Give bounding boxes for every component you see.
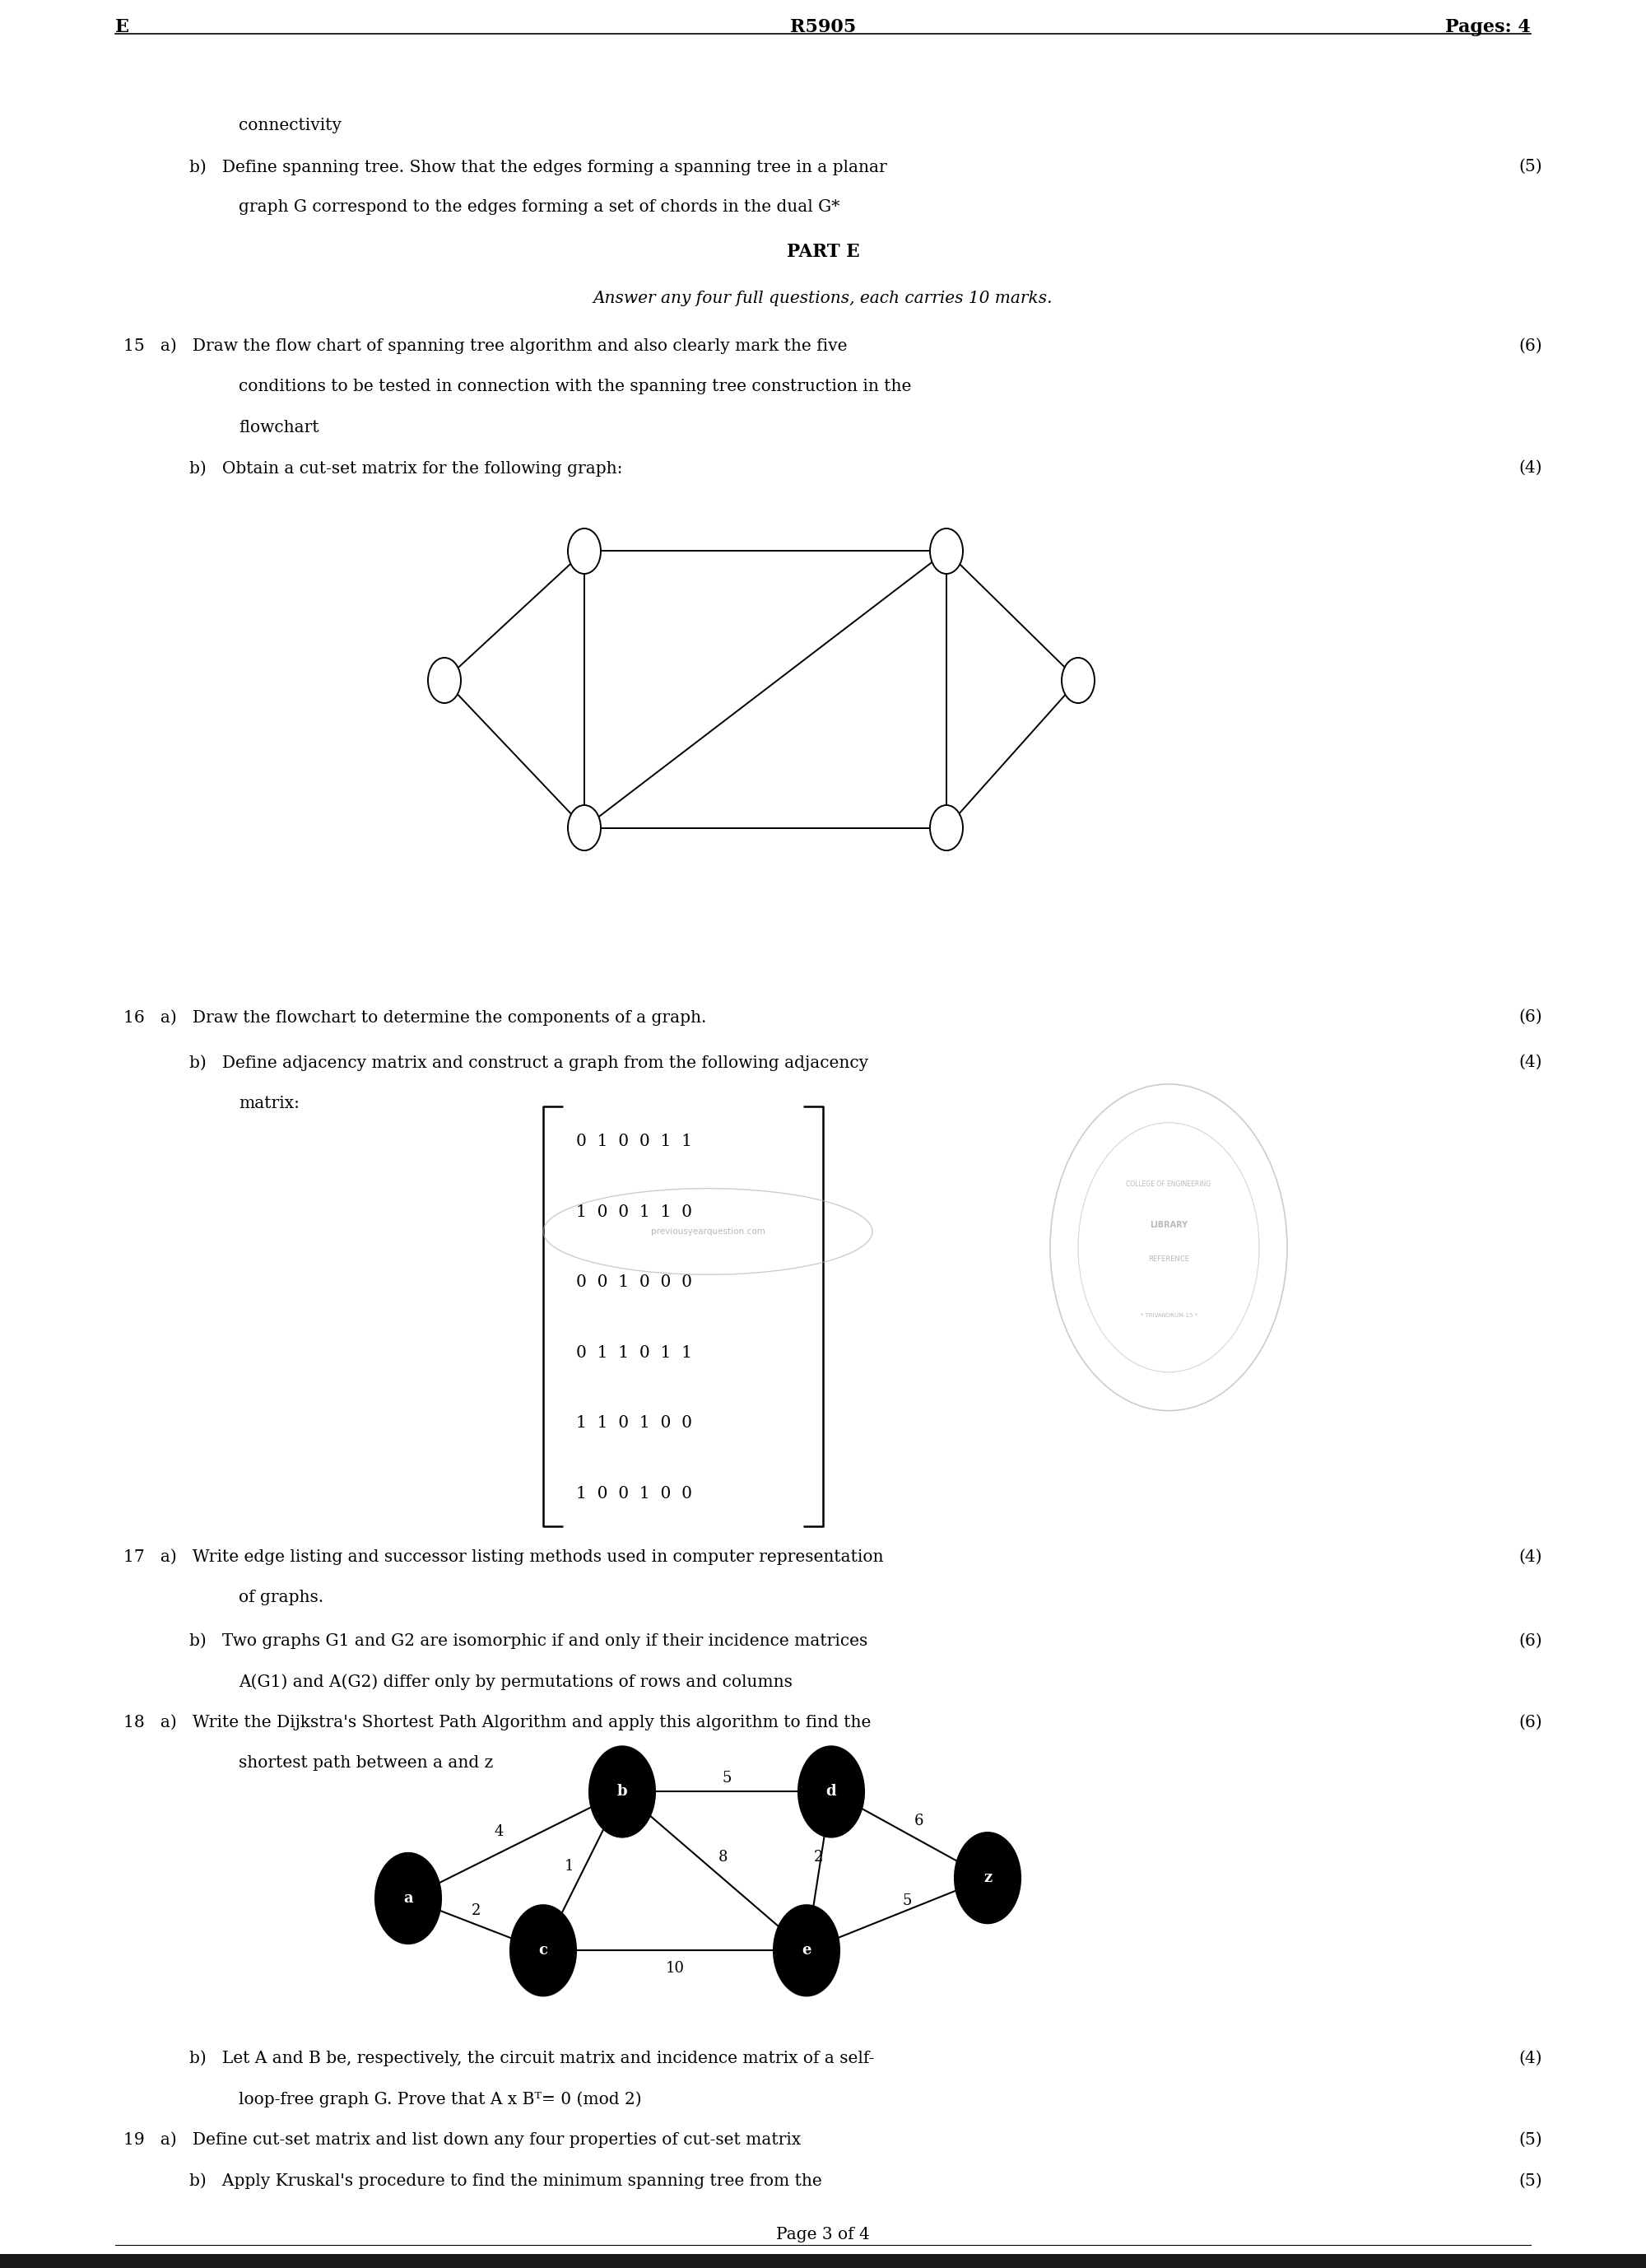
Text: b)   Apply Kruskal's procedure to find the minimum spanning tree from the: b) Apply Kruskal's procedure to find the… (189, 2173, 821, 2189)
Text: b)   Let A and B be, respectively, the circuit matrix and incidence matrix of a : b) Let A and B be, respectively, the cir… (189, 2050, 874, 2066)
Text: Pages: 4: Pages: 4 (1445, 18, 1531, 36)
Text: a: a (403, 1892, 413, 1905)
Text: connectivity: connectivity (239, 118, 342, 134)
Text: COLLEGE OF ENGINEERING: COLLEGE OF ENGINEERING (1126, 1179, 1211, 1188)
Circle shape (568, 528, 601, 574)
Text: (6): (6) (1519, 1009, 1542, 1025)
Text: 4: 4 (494, 1823, 504, 1839)
Text: (5): (5) (1519, 2132, 1542, 2148)
Text: LIBRARY: LIBRARY (1149, 1220, 1188, 1229)
Text: * TRIVANDRUM-15 *: * TRIVANDRUM-15 * (1141, 1313, 1197, 1318)
Text: flowchart: flowchart (239, 420, 319, 435)
Text: 1  0  0  1  1  0: 1 0 0 1 1 0 (576, 1204, 693, 1220)
Text: 2: 2 (815, 1851, 823, 1864)
Text: 15   a)   Draw the flow chart of spanning tree algorithm and also clearly mark t: 15 a) Draw the flow chart of spanning tr… (123, 338, 848, 354)
Circle shape (589, 1746, 655, 1837)
Text: Page 3 of 4: Page 3 of 4 (777, 2227, 869, 2243)
Text: PART E: PART E (787, 243, 859, 261)
Text: loop-free graph G. Prove that A x Bᵀ= 0 (mod 2): loop-free graph G. Prove that A x Bᵀ= 0 … (239, 2091, 642, 2107)
Text: (6): (6) (1519, 1633, 1542, 1649)
Text: REFERENCE: REFERENCE (1149, 1254, 1188, 1263)
Text: b: b (617, 1785, 627, 1799)
Circle shape (428, 658, 461, 703)
Text: R5905: R5905 (790, 18, 856, 36)
Circle shape (1062, 658, 1095, 703)
Text: E: E (115, 18, 128, 36)
Text: matrix:: matrix: (239, 1095, 300, 1111)
Text: (4): (4) (1519, 1055, 1542, 1070)
Text: 0  1  1  0  1  1: 0 1 1 0 1 1 (576, 1345, 693, 1361)
Text: 16   a)   Draw the flowchart to determine the components of a graph.: 16 a) Draw the flowchart to determine th… (123, 1009, 706, 1025)
Circle shape (798, 1746, 864, 1837)
Text: 5: 5 (902, 1894, 912, 1907)
Text: b)   Define spanning tree. Show that the edges forming a spanning tree in a plan: b) Define spanning tree. Show that the e… (189, 159, 887, 175)
FancyBboxPatch shape (0, 2254, 1646, 2268)
Text: d: d (826, 1785, 836, 1799)
Text: 0  0  1  0  0  0: 0 0 1 0 0 0 (576, 1275, 693, 1290)
Text: (5): (5) (1519, 2173, 1542, 2189)
Text: (5): (5) (1519, 159, 1542, 175)
Circle shape (955, 1833, 1021, 1923)
Text: c: c (538, 1944, 548, 1957)
Text: 1: 1 (565, 1860, 574, 1873)
Text: b)   Two graphs G1 and G2 are isomorphic if and only if their incidence matrices: b) Two graphs G1 and G2 are isomorphic i… (189, 1633, 867, 1649)
Circle shape (930, 805, 963, 850)
Text: 8: 8 (718, 1851, 728, 1864)
Circle shape (568, 805, 601, 850)
Text: previousyearquestion.com: previousyearquestion.com (650, 1227, 765, 1236)
Text: A(G1) and A(G2) differ only by permutations of rows and columns: A(G1) and A(G2) differ only by permutati… (239, 1674, 792, 1690)
Text: (6): (6) (1519, 1715, 1542, 1730)
Text: b)   Obtain a cut-set matrix for the following graph:: b) Obtain a cut-set matrix for the follo… (189, 460, 622, 476)
Text: of graphs.: of graphs. (239, 1590, 324, 1606)
Text: e: e (802, 1944, 811, 1957)
Text: shortest path between a and z: shortest path between a and z (239, 1755, 494, 1771)
Text: (4): (4) (1519, 2050, 1542, 2066)
Text: graph G correspond to the edges forming a set of chords in the dual G*: graph G correspond to the edges forming … (239, 200, 839, 215)
Text: 5: 5 (723, 1771, 731, 1785)
Circle shape (375, 1853, 441, 1944)
Text: 0  1  0  0  1  1: 0 1 0 0 1 1 (576, 1134, 693, 1150)
Text: Answer any four full questions, each carries 10 marks.: Answer any four full questions, each car… (593, 290, 1053, 306)
Text: 17   a)   Write edge listing and successor listing methods used in computer repr: 17 a) Write edge listing and successor l… (123, 1549, 884, 1565)
Text: (4): (4) (1519, 460, 1542, 476)
Text: 1  0  0  1  0  0: 1 0 0 1 0 0 (576, 1486, 693, 1501)
Text: 10: 10 (665, 1962, 685, 1975)
Circle shape (774, 1905, 839, 1996)
Text: 18   a)   Write the Dijkstra's Shortest Path Algorithm and apply this algorithm : 18 a) Write the Dijkstra's Shortest Path… (123, 1715, 871, 1730)
Circle shape (510, 1905, 576, 1996)
Circle shape (930, 528, 963, 574)
Text: (6): (6) (1519, 338, 1542, 354)
Text: 2: 2 (471, 1903, 481, 1919)
Text: 6: 6 (915, 1814, 923, 1828)
Text: z: z (983, 1871, 993, 1885)
Text: b)   Define adjacency matrix and construct a graph from the following adjacency: b) Define adjacency matrix and construct… (189, 1055, 869, 1070)
Text: (4): (4) (1519, 1549, 1542, 1565)
Text: 19   a)   Define cut-set matrix and list down any four properties of cut-set mat: 19 a) Define cut-set matrix and list dow… (123, 2132, 802, 2148)
Text: conditions to be tested in connection with the spanning tree construction in the: conditions to be tested in connection wi… (239, 379, 912, 395)
Text: 1  1  0  1  0  0: 1 1 0 1 0 0 (576, 1415, 693, 1431)
